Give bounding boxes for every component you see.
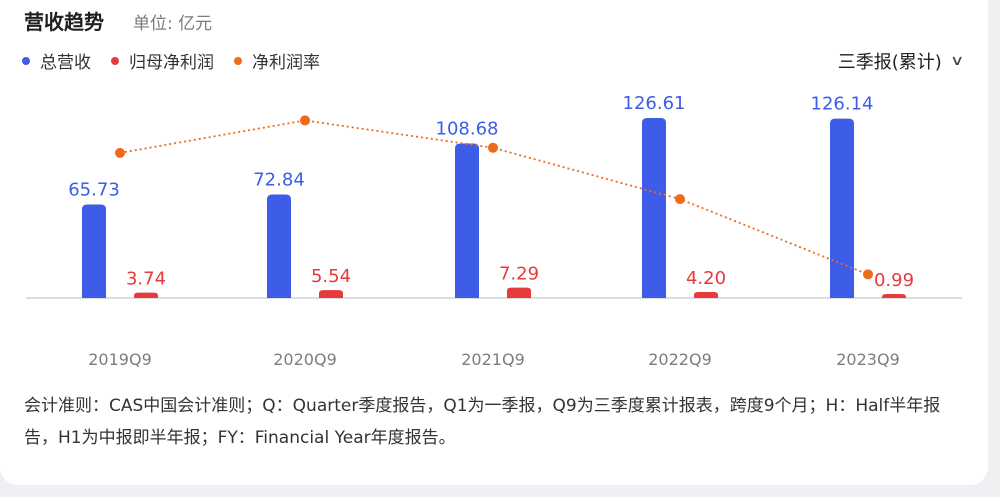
data-label-net-profit: 7.29	[499, 264, 539, 285]
point-net-margin	[488, 142, 498, 153]
point-net-margin	[675, 194, 685, 205]
x-tick-label: 2019Q9	[88, 350, 152, 369]
bar-net-profit	[882, 294, 906, 298]
legend-item-net-profit[interactable]: 归母净利润	[111, 48, 214, 73]
bar-revenue	[830, 118, 854, 299]
period-selector-label: 三季报(累计)	[837, 52, 942, 73]
data-label-net-profit: 4.20	[686, 268, 726, 289]
bar-net-profit	[507, 287, 531, 298]
unit-label: 单位: 亿元	[133, 14, 213, 34]
bar-revenue	[455, 143, 479, 298]
bar-net-profit	[134, 292, 158, 298]
period-selector[interactable]: 三季报(累计) ∨	[837, 48, 965, 74]
legend: 总营收 归母净利润 净利润率	[22, 48, 320, 73]
data-label-net-profit: 3.74	[126, 269, 166, 290]
legend-dot-icon	[111, 56, 119, 65]
legend-dot-icon	[22, 56, 30, 65]
point-net-margin	[863, 269, 873, 280]
data-label-revenue: 65.73	[68, 180, 120, 201]
data-label-revenue: 108.68	[436, 118, 499, 139]
bar-net-profit	[319, 290, 343, 298]
point-net-margin	[115, 147, 125, 158]
x-tick-label: 2023Q9	[836, 350, 900, 369]
data-label-net-profit: 5.54	[311, 266, 351, 287]
x-tick-label: 2020Q9	[273, 350, 337, 369]
footnote: 会计准则：CAS中国会计准则；Q：Quarter季度报告，Q1为一季报，Q9为三…	[24, 396, 941, 448]
data-label-revenue: 126.14	[811, 94, 874, 115]
legend-item-net-margin[interactable]: 净利润率	[234, 48, 320, 73]
chart-plot: 65.73 3.74 2019Q9 72.84 5.54 2020Q9 108.68 7.29…	[26, 93, 962, 369]
legend-label: 归母净利润	[129, 53, 214, 73]
chevron-down-icon: ∨	[949, 53, 965, 69]
x-tick-label: 2021Q9	[461, 350, 525, 369]
data-label-revenue: 72.84	[253, 169, 305, 190]
point-net-margin	[300, 115, 310, 126]
bar-revenue	[642, 118, 666, 298]
legend-label: 净利润率	[252, 53, 320, 73]
legend-item-revenue[interactable]: 总营收	[22, 48, 91, 73]
bar-revenue	[82, 204, 106, 298]
data-label-revenue: 126.61	[623, 93, 686, 114]
x-tick-label: 2022Q9	[648, 350, 712, 369]
bar-revenue	[267, 194, 291, 298]
chart-card: 营收趋势 单位: 亿元 总营收 归母净利润 净利润率 三季报(累计) ∨ 65.…	[0, 0, 988, 485]
line-net-margin	[119, 119, 869, 276]
data-label-net-profit: 0.99	[874, 270, 914, 291]
legend-dot-icon	[234, 56, 242, 65]
chart-title: 营收趋势	[24, 10, 104, 34]
legend-label: 总营收	[40, 53, 91, 73]
bar-net-profit	[694, 292, 718, 298]
